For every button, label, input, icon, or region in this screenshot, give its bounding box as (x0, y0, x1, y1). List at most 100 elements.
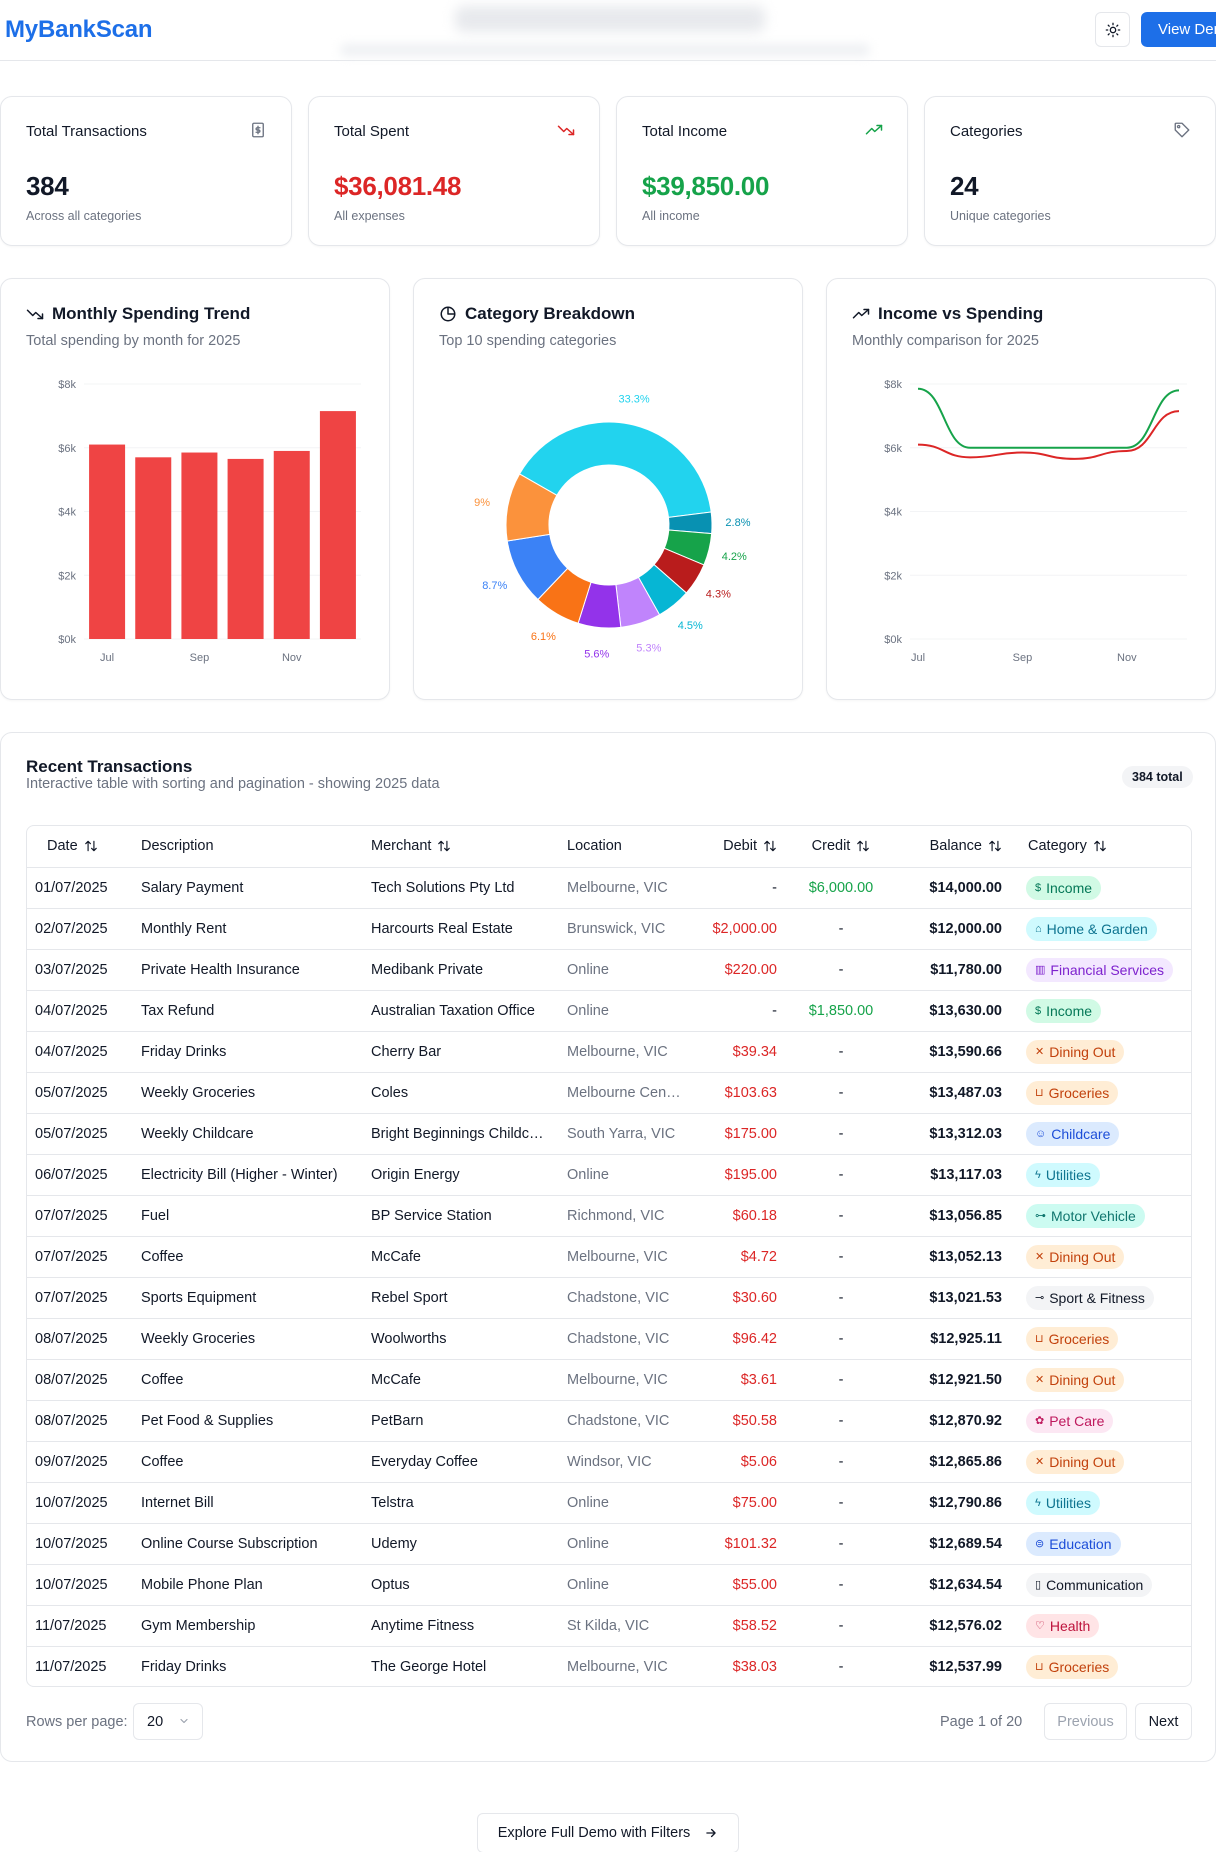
cell-description: Friday Drinks (141, 1043, 227, 1060)
category-badge[interactable]: $ Income (1026, 875, 1102, 900)
rows-per-page-label: Rows per page: (26, 1714, 128, 1730)
rows-per-page-select[interactable]: 20 (133, 1703, 203, 1740)
table-row[interactable]: 07/07/2025 Coffee McCafe Melbourne, VIC $4.7… (27, 1236, 1191, 1277)
cell-merchant: The George Hotel (371, 1658, 487, 1675)
table-row[interactable]: 05/07/2025 Weekly Groceries Coles Melbourne… (27, 1072, 1191, 1113)
category-badge[interactable]: ✕ Dining Out (1026, 1244, 1125, 1269)
category-badge[interactable]: ☺ Childcare (1026, 1121, 1120, 1146)
table-row[interactable]: 10/07/2025 Internet Bill Telstra Online $75.… (27, 1482, 1191, 1523)
category-icon: ⊔ (1035, 1661, 1044, 1674)
table-row[interactable]: 07/07/2025 Sports Equipment Rebel Sport Cha… (27, 1277, 1191, 1318)
theme-toggle-button[interactable] (1095, 12, 1130, 47)
category-badge[interactable]: ϟ Utilities (1026, 1162, 1100, 1187)
column-header-merchant[interactable]: Merchant (361, 826, 557, 867)
trending-down-icon (26, 309, 44, 320)
column-label: Debit (723, 838, 757, 855)
category-badge[interactable]: ⊔ Groceries (1026, 1326, 1119, 1351)
cell-balance: $12,921.50 (929, 1371, 1002, 1388)
category-badge[interactable]: ⊔ Groceries (1026, 1654, 1119, 1679)
cell-merchant: Origin Energy (371, 1166, 460, 1183)
bar-aug (135, 457, 172, 639)
chart-header: Income vs Spending (852, 304, 1043, 324)
explore-full-demo-button[interactable]: Explore Full Demo with Filters (477, 1813, 739, 1852)
cell-credit: - (838, 1494, 844, 1511)
bar-nov (273, 450, 310, 639)
table-row[interactable]: 07/07/2025 Fuel BP Service Station Richmond… (27, 1195, 1191, 1236)
next-page-button[interactable]: Next (1135, 1703, 1192, 1740)
category-badge[interactable]: ⌂ Home & Garden (1026, 916, 1157, 941)
y-tick-label: $8k (58, 379, 76, 391)
cell-location: Online (567, 1166, 609, 1183)
category-icon: ⊶ (1035, 1210, 1046, 1222)
category-badge[interactable]: ⊜ Education (1026, 1531, 1121, 1556)
cell-location: Melbourne, VIC (567, 1658, 668, 1675)
category-badge[interactable]: ϟ Utilities (1026, 1490, 1100, 1515)
cell-merchant: Medibank Private (371, 961, 484, 978)
cell-description: Coffee (141, 1453, 184, 1470)
stat-value: $36,081.48 (334, 171, 462, 201)
cell-balance: $13,487.03 (929, 1084, 1002, 1101)
stat-subtitle: All income (642, 209, 700, 223)
bar-oct (227, 458, 264, 639)
category-badge[interactable]: ▯ Communication (1026, 1572, 1153, 1597)
category-icon: ✿ (1035, 1415, 1045, 1427)
cell-merchant: Woolworths (371, 1330, 447, 1347)
cell-balance: $11,780.00 (930, 961, 1002, 978)
category-badge[interactable]: $ Income (1026, 998, 1102, 1023)
cell-merchant: Optus (371, 1576, 410, 1593)
y-tick-label: $4k (58, 507, 76, 519)
column-header-date[interactable]: Date (27, 826, 131, 867)
table-row[interactable]: 03/07/2025 Private Health Insurance Mediba… (27, 949, 1191, 990)
category-badge[interactable]: ⊸ Sport & Fitness (1026, 1285, 1154, 1310)
category-badge[interactable]: ▥ Financial Services (1026, 957, 1174, 982)
table-row[interactable]: 08/07/2025 Coffee McCafe Melbourne, VIC $3.6… (27, 1359, 1191, 1400)
cell-merchant: Harcourts Real Estate (371, 920, 513, 937)
column-header-debit[interactable]: Debit (691, 826, 787, 867)
table-row[interactable]: 05/07/2025 Weekly Childcare Bright Beginni… (27, 1113, 1191, 1154)
cell-balance: $12,925.11 (930, 1330, 1002, 1347)
table-row[interactable]: 06/07/2025 Electricity Bill (Higher - Win… (27, 1154, 1191, 1195)
table-row[interactable]: 04/07/2025 Tax Refund Australian Taxation … (27, 990, 1191, 1031)
table-row[interactable]: 09/07/2025 Coffee Everyday Coffee Windsor, … (27, 1441, 1191, 1482)
cell-merchant: Tech Solutions Pty Ltd (371, 879, 515, 896)
cell-location: Windsor, VIC (567, 1453, 652, 1470)
column-label: Credit (811, 838, 851, 855)
table-row[interactable]: 04/07/2025 Friday Drinks Cherry Bar Melbour… (27, 1031, 1191, 1072)
app-logo[interactable]: MyBankScan (5, 16, 153, 43)
category-badge[interactable]: ⊔ Groceries (1026, 1080, 1119, 1105)
category-badge[interactable]: ✕ Dining Out (1026, 1039, 1125, 1064)
category-icon: ⌂ (1035, 922, 1042, 935)
cell-location: Melbourne, VIC (567, 879, 668, 896)
sort-icon (989, 841, 1001, 852)
column-header-category[interactable]: Category (1012, 826, 1191, 867)
cell-location: South Yarra, VIC (567, 1125, 676, 1142)
category-badge[interactable]: ⊶ Motor Vehicle (1026, 1203, 1145, 1228)
cell-description: Pet Food & Supplies (141, 1412, 274, 1429)
chart-header: Category Breakdown (439, 304, 635, 324)
category-icon: ♡ (1035, 1620, 1045, 1632)
slice-label: 4.2% (722, 551, 747, 563)
category-badge[interactable]: ✕ Dining Out (1026, 1449, 1125, 1474)
category-badge[interactable]: ✕ Dining Out (1026, 1367, 1125, 1392)
cell-balance: $13,117.03 (930, 1166, 1002, 1183)
column-header-balance[interactable]: Balance (895, 826, 1012, 867)
previous-page-button[interactable]: Previous (1044, 1703, 1127, 1740)
stat-value: 384 (26, 171, 69, 201)
table-row[interactable]: 11/07/2025 Friday Drinks The George Hotel M… (27, 1646, 1191, 1686)
stat-card-total-spent: Total Spent $36,081.48 All expenses (308, 96, 600, 246)
category-badge[interactable]: ♡ Health (1026, 1613, 1100, 1638)
table-row[interactable]: 01/07/2025 Salary Payment Tech Solutions P… (27, 867, 1191, 908)
table-row[interactable]: 08/07/2025 Weekly Groceries Woolworths Chad… (27, 1318, 1191, 1359)
table-row[interactable]: 10/07/2025 Online Course Subscription Udem… (27, 1523, 1191, 1564)
view-demo-button[interactable]: View Demo (1141, 12, 1216, 47)
column-header-credit[interactable]: Credit (787, 826, 895, 867)
category-icon: ⊔ (1035, 1333, 1044, 1345)
cell-category: ϟ Utilities (1012, 1482, 1191, 1523)
table-row[interactable]: 02/07/2025 Monthly Rent Harcourts Real Est… (27, 908, 1191, 949)
trending-up-icon (852, 308, 870, 319)
cell-date: 05/07/2025 (35, 1125, 108, 1142)
category-badge[interactable]: ✿ Pet Care (1026, 1408, 1114, 1433)
table-row[interactable]: 08/07/2025 Pet Food & Supplies PetBarn Chad… (27, 1400, 1191, 1441)
table-row[interactable]: 10/07/2025 Mobile Phone Plan Optus Online $5… (27, 1564, 1191, 1605)
table-row[interactable]: 11/07/2025 Gym Membership Anytime Fitness S… (27, 1605, 1191, 1646)
